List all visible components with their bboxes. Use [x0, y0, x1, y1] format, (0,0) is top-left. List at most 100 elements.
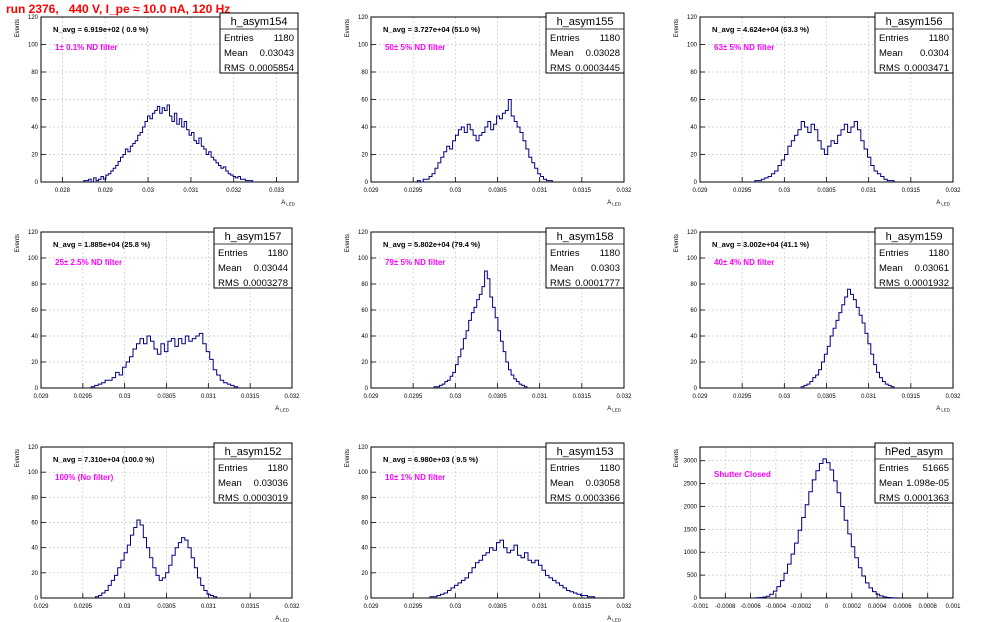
y-tick-label: 40 [31, 334, 38, 340]
x-tick-label: 0.0006 [893, 604, 912, 610]
n-avg-label: N_avg = 7.310e+04 (100.0 %) [53, 455, 155, 464]
stats-box-title: h_asym158 [557, 231, 614, 243]
stats-mean-label: Mean [218, 478, 242, 489]
stats-entries-value: 1180 [929, 248, 949, 259]
stats-entries-value: 1180 [268, 248, 288, 259]
y-tick-label: 100 [358, 43, 369, 49]
x-tick-label: 0.0004 [868, 604, 887, 610]
stats-rms-label: RMS [550, 278, 571, 289]
x-tick-label: 0.032 [945, 394, 961, 400]
stats-entries-value: 1180 [929, 33, 949, 44]
y-tick-label: 80 [361, 495, 368, 501]
stats-mean-label: Mean [550, 263, 574, 274]
x-tick-label: 0.031 [532, 604, 548, 610]
stats-entries-label: Entries [218, 248, 248, 259]
x-tick-label: 0.0305 [488, 188, 507, 194]
n-avg-label: N_avg = 3.002e+04 (41.1 %) [712, 240, 810, 249]
y-tick-label: 60 [361, 521, 368, 527]
x-tick-label: 0.032 [616, 394, 632, 400]
x-tick-label: 0.031 [201, 604, 217, 610]
n-avg-label: N_avg = 5.802e+04 (79.4 %) [383, 240, 481, 249]
stats-mean-label: Mean [218, 263, 242, 274]
stats-entries-value: 1180 [274, 33, 294, 44]
stats-rms-label: RMS [218, 493, 239, 504]
y-tick-label: 20 [361, 571, 368, 577]
stats-box-title: hPed_asym [885, 446, 943, 458]
y-axis-title: Events [674, 19, 680, 37]
stats-mean-value: 0.03036 [254, 478, 288, 489]
y-tick-label: 120 [358, 15, 369, 21]
stats-entries-label: Entries [550, 248, 580, 259]
y-axis-title: Events [345, 449, 351, 467]
stats-box-title: h_asym153 [557, 446, 614, 458]
stats-entries-label: Entries [224, 33, 254, 44]
x-axis-title-subscript: LED [941, 202, 951, 207]
y-tick-label: 100 [358, 256, 369, 262]
x-tick-label: -0.001 [691, 604, 709, 610]
x-tick-label: 0.0295 [733, 394, 752, 400]
stats-mean-label: Mean [879, 263, 903, 274]
stats-entries-label: Entries [879, 33, 909, 44]
x-tick-label: 0.029 [98, 188, 114, 194]
y-tick-label: 40 [31, 125, 38, 131]
x-tick-label: 0.0305 [817, 394, 836, 400]
stats-box [874, 12, 954, 74]
y-tick-label: 80 [361, 282, 368, 288]
x-tick-label: 0.0295 [404, 604, 423, 610]
histogram-steps [94, 519, 218, 598]
y-tick-label: 100 [358, 470, 369, 476]
stats-rms-label: RMS [224, 63, 245, 74]
n-avg-label: N_avg = 6.919e+02 ( 0.9 %) [53, 25, 149, 34]
stats-rms-label: RMS [879, 493, 900, 504]
stats-box-title: h_asym154 [231, 16, 288, 28]
x-axis-title: ALED [936, 200, 951, 207]
x-tick-label: 0.0315 [573, 394, 592, 400]
histogram-panel-h_asym153: 0.029 0.0295 0.03 0.0305 0.031 0.0315 0.032 0 20… [345, 442, 632, 622]
histogram-panel-h_asym159: 0.029 0.0295 0.03 0.0305 0.031 0.0315 0.032 0 20… [674, 227, 961, 413]
stats-box [545, 227, 625, 289]
stats-entries-label: Entries [879, 463, 909, 474]
stats-mean-label: Mean [879, 48, 903, 59]
x-tick-label: 0.033 [269, 188, 285, 194]
y-tick-label: 60 [31, 98, 38, 104]
stats-mean-label: Mean [224, 48, 248, 59]
x-tick-label: 0.032 [284, 604, 300, 610]
y-tick-label: 100 [687, 43, 698, 49]
stats-rms-value: 0.0005854 [249, 63, 294, 74]
x-tick-label: 0.029 [33, 394, 49, 400]
stats-mean-value: 0.03043 [260, 48, 294, 59]
x-tick-label: 0.029 [363, 394, 379, 400]
y-tick-label: 120 [358, 230, 369, 236]
x-tick-label: 0.0305 [488, 394, 507, 400]
x-tick-label: 0.0305 [157, 604, 176, 610]
stats-box-title: h_asym157 [225, 231, 282, 243]
x-tick-label: 0.0295 [404, 188, 423, 194]
y-tick-label: 60 [31, 521, 38, 527]
stats-mean-label: Mean [879, 478, 903, 489]
histogram-panel-hPed_asym: -0.001 -0.0008 -0.0006 -0.0004 -0.0002 0 0.000… [674, 442, 961, 610]
filter-label: 10± 1% ND filter [385, 473, 445, 482]
x-tick-label: 0.029 [692, 394, 708, 400]
y-tick-label: 20 [690, 360, 697, 366]
x-tick-label: 0.03 [449, 604, 461, 610]
y-tick-label: 80 [361, 70, 368, 76]
y-tick-label: 0 [35, 386, 39, 392]
y-tick-label: 40 [690, 125, 697, 131]
n-avg-label: N_avg = 6.980e+03 ( 9.5 %) [383, 455, 479, 464]
stats-rms-value: 0.0003019 [243, 493, 288, 504]
histogram-panel-h_asym152: 0.029 0.0295 0.03 0.0305 0.031 0.0315 0.032 0 20… [15, 442, 300, 622]
y-tick-label: 0 [365, 180, 369, 186]
x-tick-label: 0.028 [55, 188, 71, 194]
y-tick-label: 0 [365, 386, 369, 392]
stats-mean-label: Mean [550, 478, 574, 489]
y-tick-label: 0 [694, 596, 698, 602]
histogram-panel-h_asym158: 0.029 0.0295 0.03 0.0305 0.031 0.0315 0.032 0 20… [345, 227, 632, 413]
x-tick-label: 0.032 [945, 188, 961, 194]
x-tick-label: 0.032 [616, 188, 632, 194]
n-avg-label: N_avg = 4.624e+04 (63.3 %) [712, 25, 810, 34]
y-tick-label: 0 [365, 596, 369, 602]
stats-rms-label: RMS [550, 63, 571, 74]
stats-entries-label: Entries [879, 248, 909, 259]
stats-mean-label: Mean [550, 48, 574, 59]
y-tick-label: 60 [361, 98, 368, 104]
